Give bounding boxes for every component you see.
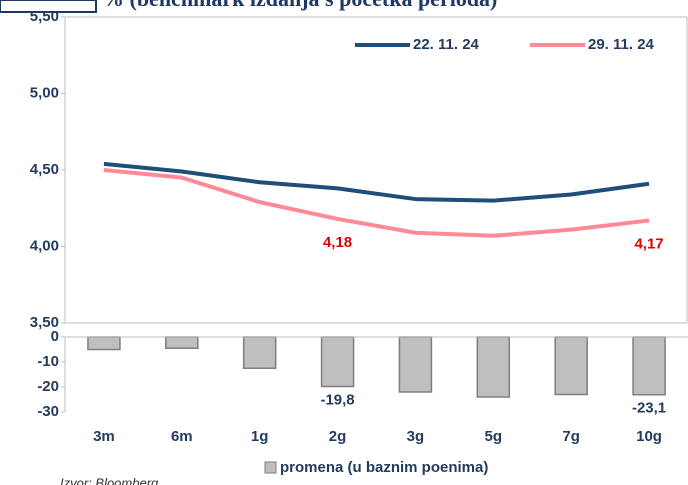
bar <box>476 336 511 398</box>
x-tick-label: 7g <box>562 428 580 445</box>
bar <box>87 336 121 351</box>
data-label: 4,18 <box>323 234 352 251</box>
y-tick-label: -10 <box>37 353 59 370</box>
y-tick-label: 4,50 <box>30 161 59 178</box>
data-label: 4,17 <box>634 235 663 252</box>
bar <box>632 336 666 396</box>
y-tick-label: -20 <box>37 378 59 395</box>
line-series <box>103 161 650 203</box>
x-tick-label: 10g <box>636 428 662 445</box>
bar <box>165 336 199 349</box>
y-tick-label: 5,00 <box>30 84 59 101</box>
chart-title: % (benchmark izdanja s početka perioda) <box>102 0 497 11</box>
bar <box>398 336 433 393</box>
x-tick-label: 6m <box>171 428 193 445</box>
data-label: -23,1 <box>632 400 666 417</box>
y-tick-label: -30 <box>37 403 59 420</box>
legend-label: 22. 11. 24 <box>413 36 480 53</box>
bar <box>320 336 355 388</box>
y-tick-label: 0 <box>51 328 59 345</box>
title-box <box>0 0 97 13</box>
x-tick-label: 5g <box>485 428 503 445</box>
line-series <box>103 168 650 238</box>
x-tick-label: 3m <box>93 428 115 445</box>
y-tick-label: 3,50 <box>30 314 59 331</box>
y-tick-label: 4,00 <box>30 237 59 254</box>
legend-label: promena (u baznim poenima) <box>280 459 488 476</box>
bar <box>242 336 277 369</box>
data-label: -19,8 <box>320 391 354 408</box>
source: Izvor: Bloomberg <box>60 475 159 485</box>
legend-swatch <box>264 461 277 474</box>
bar <box>554 336 588 396</box>
x-tick-label: 3g <box>407 428 425 445</box>
x-tick-label: 2g <box>329 428 347 445</box>
x-tick-label: 1g <box>251 428 269 445</box>
legend-label: 29. 11. 24 <box>588 36 655 53</box>
y-tick-label: 5,50 <box>30 8 59 25</box>
